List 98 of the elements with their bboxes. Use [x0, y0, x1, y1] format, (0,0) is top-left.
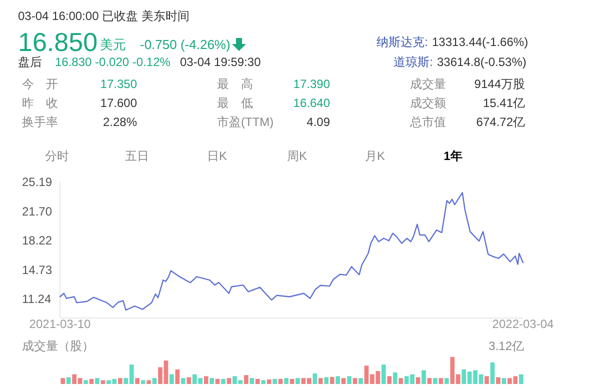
bar: [433, 378, 438, 384]
bar: [427, 378, 432, 384]
bar: [330, 376, 334, 384]
bar: [284, 378, 288, 384]
bar: [336, 376, 340, 384]
text: 成交量: [410, 77, 446, 91]
bar: [204, 376, 208, 384]
bar: [352, 378, 358, 384]
bar: [296, 378, 300, 384]
text: 五日: [125, 149, 149, 163]
bar: [324, 377, 329, 384]
bar: [118, 378, 122, 384]
text: 换手率: [22, 115, 58, 129]
bar: [255, 378, 260, 384]
text: 分时: [45, 149, 69, 163]
bar: [312, 373, 318, 384]
text: 17.600: [100, 96, 138, 110]
bar: [398, 378, 404, 384]
text: 17.390: [293, 77, 330, 91]
text: 纳斯达克:: [376, 35, 428, 49]
text: 16.640: [293, 96, 330, 110]
y-tick-label: 11.24: [22, 292, 52, 306]
bar: [518, 374, 524, 384]
bar: [146, 380, 151, 384]
bar: [490, 362, 495, 384]
text: 16.830 -0.020 -0.12%: [55, 55, 171, 69]
bar: [244, 375, 248, 384]
bar: [95, 378, 100, 384]
x-tick-label: 2022-03-04: [492, 317, 554, 331]
text: 03-04 19:59:30: [180, 55, 262, 69]
bar: [290, 378, 294, 384]
text: 市盈(TTM): [217, 115, 274, 129]
bar: [381, 364, 386, 384]
line-series: [59, 192, 524, 311]
text: 周K: [286, 149, 308, 163]
text: 月K: [364, 149, 386, 163]
bar: [358, 378, 363, 384]
text: 最 低: [217, 96, 253, 110]
text: 15.41亿: [482, 96, 525, 110]
y-tick-label: 25.19: [22, 175, 52, 189]
bar: [502, 378, 506, 384]
bar: [152, 378, 157, 384]
bar: [175, 369, 180, 384]
x-tick-label: 2021-03-10: [29, 317, 92, 331]
bar: [392, 372, 398, 384]
text: 日K: [206, 149, 228, 163]
bar: [221, 378, 226, 384]
text: 美元: [100, 37, 126, 52]
bar: [226, 378, 232, 384]
y-tick-label: 21.70: [22, 204, 52, 218]
text: 16.850: [18, 27, 98, 57]
bar: [210, 378, 214, 384]
text: 17.350: [100, 77, 138, 91]
bar: [278, 378, 283, 384]
text: 今 开: [22, 77, 58, 91]
text: 成交额: [410, 96, 446, 110]
bar: [250, 378, 254, 384]
text: 昨 收: [22, 96, 58, 110]
text: 盘后: [18, 55, 42, 69]
bar: [186, 377, 192, 384]
bar: [135, 378, 140, 384]
bar: [272, 378, 277, 384]
bar: [318, 378, 323, 384]
text: 33614.8(-0.53%): [437, 55, 526, 69]
text: 1年: [444, 149, 462, 163]
text: 总市值: [409, 115, 446, 129]
bar: [438, 378, 444, 384]
bar: [261, 380, 266, 384]
text: 最 高: [217, 77, 253, 91]
bar: [444, 378, 449, 384]
text: -0.750 (-4.26%): [140, 37, 230, 52]
bar: [215, 378, 220, 384]
bar: [347, 376, 352, 384]
y-tick-label: 14.73: [22, 262, 52, 277]
bar: [341, 378, 346, 384]
bar: [484, 376, 489, 384]
bar: [180, 378, 186, 384]
bar: [60, 378, 66, 384]
text: 3.12亿: [488, 339, 524, 353]
y-tick-label: 18.22: [22, 234, 52, 248]
bar: [496, 377, 500, 384]
bar: [100, 380, 106, 384]
text: 9144万股: [474, 77, 525, 91]
text: 674.72亿: [476, 115, 525, 129]
bar: [140, 380, 146, 384]
bar: [170, 374, 174, 384]
bar: [84, 380, 88, 384]
bar: [266, 379, 272, 384]
text: 2.28%: [102, 115, 138, 129]
text: 道琼斯:: [394, 55, 433, 69]
bar: [89, 378, 94, 384]
text: 03-04 16:00:00 已收盘 美东时间: [18, 9, 190, 23]
y-axis-title: 成交量（股）: [22, 339, 94, 353]
bar: [387, 376, 392, 384]
bar: [66, 377, 71, 384]
text: 13313.44(-1.66%): [432, 35, 528, 49]
text: 4.09: [306, 115, 330, 129]
bar: [422, 370, 426, 384]
